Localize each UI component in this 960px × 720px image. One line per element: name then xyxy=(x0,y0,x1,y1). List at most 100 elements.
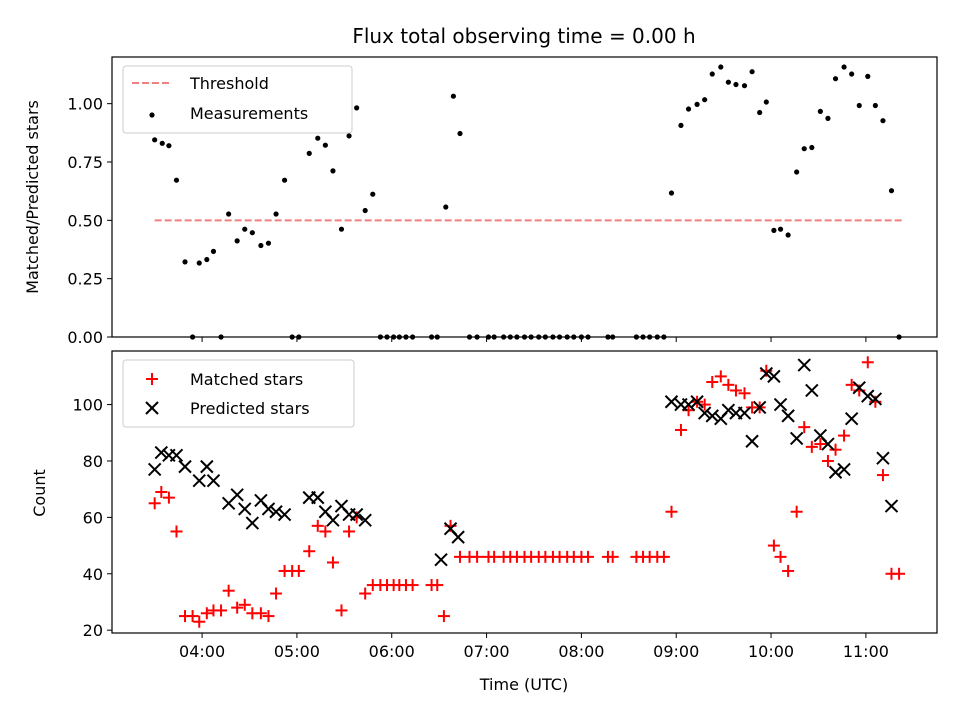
measurements-point xyxy=(702,97,708,103)
matched-stars-point xyxy=(606,550,619,563)
predicted-stars-point xyxy=(690,395,704,409)
top-y-ticks: 0.00 0.25 0.50 0.75 1.00 xyxy=(67,95,112,347)
top-y-tick-label: 0.00 xyxy=(67,328,103,347)
measurements-point xyxy=(668,190,675,196)
predicted-stars-point xyxy=(238,502,252,516)
x-tick-label: 09:00 xyxy=(653,642,699,661)
predicted-stars-point xyxy=(206,474,221,488)
top-legend: Threshold Measurements xyxy=(122,65,353,134)
predicted-stars-point xyxy=(192,474,206,488)
top-x-ticks xyxy=(201,337,867,342)
matched-stars-point xyxy=(729,384,742,397)
matched-stars-point xyxy=(170,525,183,538)
measurements-point xyxy=(346,133,352,139)
measurements-point xyxy=(841,64,847,70)
bottom-y-tick-label: 100 xyxy=(72,396,103,415)
bottom-x-ticks: 04:00 05:00 06:00 07:00 08:00 09:00 10:00 11:00 xyxy=(179,633,889,661)
bottom-y-tick-label: 20 xyxy=(83,621,103,640)
matched-stars-point xyxy=(222,584,235,597)
matched-stars-point xyxy=(665,505,678,518)
chart-title: Flux total observing time = 0.00 h xyxy=(352,24,695,48)
measurements-point xyxy=(849,71,855,77)
matched-stars-point xyxy=(148,497,161,510)
matched-stars-point xyxy=(774,550,787,563)
measurements-point xyxy=(281,177,288,183)
bottom-legend: Matched stars Predicted stars xyxy=(122,359,355,428)
matched-stars-point xyxy=(767,539,780,552)
predicted-stars-point xyxy=(844,411,859,426)
matched-stars-point xyxy=(838,429,851,442)
predicted-stars-point xyxy=(868,392,883,406)
measurements-point xyxy=(880,118,886,124)
predicted-stars-point xyxy=(767,369,781,384)
measurements-point xyxy=(865,73,871,79)
bottom-y-axis-label: Count xyxy=(30,469,49,517)
matched-stars-point xyxy=(714,370,727,383)
legend-predicted-swatch xyxy=(145,401,159,415)
x-tick-label: 07:00 xyxy=(464,642,510,661)
matched-stars-point xyxy=(193,615,206,628)
x-axis-label: Time (UTC) xyxy=(479,675,568,694)
predicted-stars-point xyxy=(752,400,767,415)
measurements-point xyxy=(152,137,158,143)
predicted-stars-point xyxy=(697,406,712,420)
predicted-stars-point xyxy=(721,403,736,417)
matched-stars-point xyxy=(722,378,735,391)
measurements-point xyxy=(785,232,791,238)
bottom-legend-box xyxy=(122,359,355,428)
matched-stars-point xyxy=(270,587,283,600)
bottom-y-tick-label: 80 xyxy=(83,452,103,471)
measurements-point xyxy=(749,69,755,75)
predicted-stars-point xyxy=(828,465,843,479)
measurements-point xyxy=(182,259,188,265)
predicted-stars-point xyxy=(147,462,162,477)
matched-stars-point xyxy=(814,438,827,451)
predicted-stars-point xyxy=(178,459,192,474)
measurements-point xyxy=(159,140,165,146)
matched-stars-point xyxy=(738,387,751,400)
predicted-stars-point xyxy=(681,397,696,412)
predicted-stars-point xyxy=(781,409,795,423)
x-tick-label: 10:00 xyxy=(748,642,794,661)
predicted-stars-point xyxy=(759,366,774,381)
matched-stars-point xyxy=(657,550,670,563)
measurements-point xyxy=(173,177,180,183)
bottom-y-ticks: 20 40 60 80 100 xyxy=(72,396,112,640)
measurements-point xyxy=(306,150,312,156)
measurements-point xyxy=(757,109,763,116)
predicted-stars-point xyxy=(789,431,804,446)
measurements-point xyxy=(226,211,232,217)
legend-matched-label: Matched stars xyxy=(190,370,303,389)
matched-stars-point xyxy=(215,604,228,617)
measurements-point xyxy=(709,71,715,77)
top-axes-frame xyxy=(111,56,938,338)
matched-stars-point xyxy=(782,564,795,577)
matched-stars-point xyxy=(821,454,834,467)
predicted-stars-point xyxy=(154,445,169,460)
predicted-stars-point xyxy=(269,505,283,519)
predicted-stars-point xyxy=(821,437,835,451)
predicted-stars-point xyxy=(773,397,788,412)
predicted-stars-point xyxy=(326,513,340,527)
matched-stars-point xyxy=(319,525,332,538)
measurements-point xyxy=(685,106,692,112)
predicted-stars-point xyxy=(797,358,811,372)
measurements-point xyxy=(856,102,862,109)
legend-measurements-swatch xyxy=(149,112,155,118)
measurements-point xyxy=(771,227,777,233)
x-tick-label: 05:00 xyxy=(274,642,320,661)
matched-stars-point xyxy=(262,610,275,623)
x-tick-label: 11:00 xyxy=(843,642,889,661)
measurements-point xyxy=(694,101,700,107)
measurements-point xyxy=(725,79,731,85)
measurements-point xyxy=(777,226,784,232)
matched-stars-point xyxy=(343,525,356,538)
matched-stars-point xyxy=(805,440,818,453)
predicted-stars-point xyxy=(230,488,244,502)
measurements-point xyxy=(741,83,748,89)
top-legend-box xyxy=(122,65,353,134)
top-y-tick-label: 0.50 xyxy=(67,211,103,230)
top-y-tick-label: 0.75 xyxy=(67,153,103,172)
predicted-stars-point xyxy=(745,434,759,448)
